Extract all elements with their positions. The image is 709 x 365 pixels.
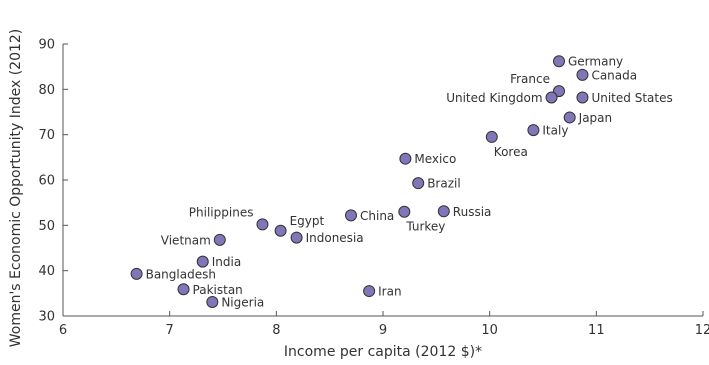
data-point [576,68,589,81]
point-label: Indonesia [306,231,364,245]
y-tick-label: 40 [38,264,55,279]
data-point [177,283,190,296]
data-labels: Germany France Canada United Kingdom United … [146,55,673,310]
data-point [553,55,565,68]
data-point [206,295,219,308]
point-label: Bangladesh [146,267,216,281]
x-axis-ticks: 6 7 8 9 10 11 12 [59,311,709,338]
point-label: Nigeria [221,295,264,309]
y-axis-title: Women's Economic Opportunity Index (2012… [8,29,24,348]
y-tick-label: 30 [38,310,55,325]
data-point [213,233,226,246]
point-label: Canada [591,68,637,82]
point-label: India [212,255,241,269]
point-label: Mexico [414,152,456,166]
point-label: Pakistan [193,283,243,297]
x-axis-title: Income per capita (2012 $)* [284,344,482,360]
x-tick-label: 7 [166,323,174,338]
point-label: Vietnam [161,233,211,247]
data-point [196,255,209,268]
data-point [399,152,412,165]
point-label: Russia [453,205,492,219]
y-tick-label: 60 [38,174,55,189]
data-point [256,218,269,231]
point-label: Germany [568,55,623,69]
point-label: Brazil [427,177,461,191]
point-label: United Kingdom [446,91,542,105]
x-tick-label: 8 [272,323,280,338]
y-tick-label: 70 [38,128,55,143]
data-point [398,205,411,218]
data-point [363,285,376,298]
data-points [130,55,589,308]
point-label: China [360,209,394,223]
point-label: France [510,72,550,86]
point-label: Iran [378,285,401,299]
data-point [545,91,558,104]
x-tick-label: 12 [695,323,709,338]
data-point [563,111,576,124]
x-tick-label: 11 [588,323,605,338]
data-point [130,267,143,280]
x-tick-label: 6 [59,323,67,338]
data-point [274,224,287,237]
point-label: Korea [494,145,528,159]
y-tick-label: 90 [38,38,55,53]
data-point [576,91,589,104]
point-label: Egypt [290,214,325,228]
point-label: Philippines [189,205,254,219]
point-label: Japan [578,111,612,125]
y-tick-label: 80 [38,83,55,98]
data-point [485,130,498,143]
x-tick-label: 9 [379,323,387,338]
data-point [345,209,357,222]
data-point [437,205,450,218]
data-point [412,177,425,190]
data-point [290,231,303,244]
data-point [527,124,540,137]
x-tick-label: 10 [481,323,498,338]
point-label: Italy [542,124,568,138]
point-label: United States [591,91,672,105]
point-label: Turkey [405,220,445,234]
y-axis-ticks: 30 40 50 60 70 80 90 [38,38,68,325]
y-tick-label: 50 [38,219,55,234]
